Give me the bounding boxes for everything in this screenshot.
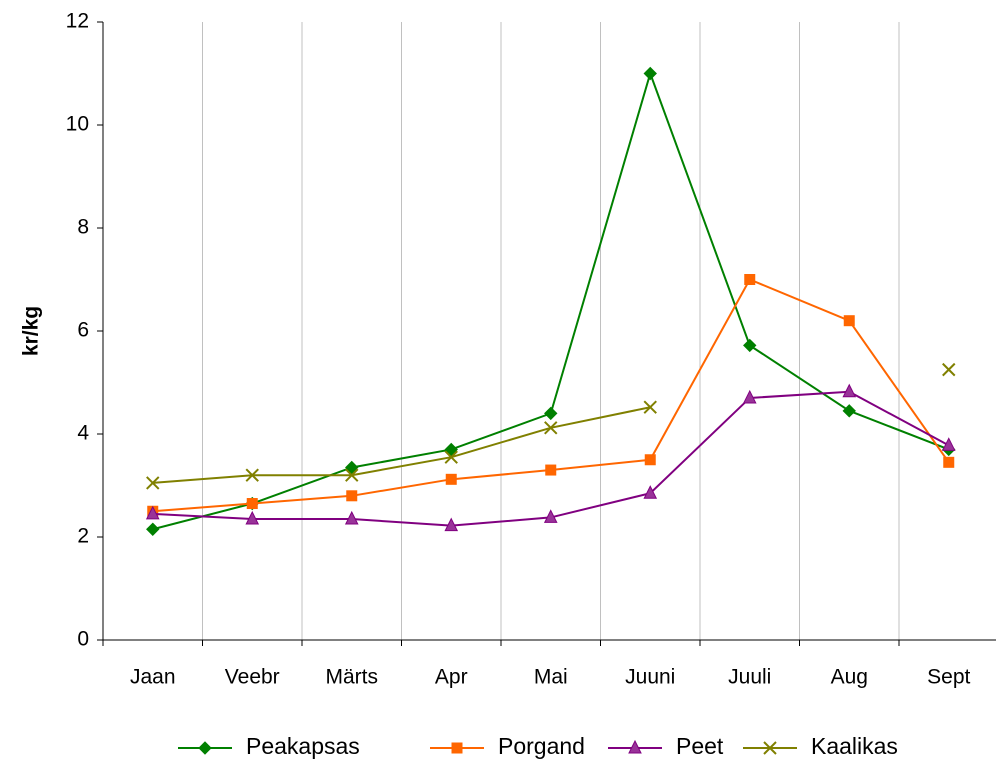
y-tick-label: 2: [77, 525, 89, 548]
marker: [544, 406, 558, 421]
marker: [346, 490, 358, 502]
marker: [444, 442, 458, 457]
marker: [643, 485, 658, 499]
marker: [146, 476, 160, 490]
marker: [544, 421, 558, 435]
marker: [145, 505, 160, 520]
marker: [445, 473, 457, 485]
marker: [842, 383, 857, 398]
marker: [245, 468, 259, 482]
marker: [345, 468, 359, 482]
legend-label: Peet: [676, 733, 724, 759]
x-tick-label: Jaan: [130, 666, 176, 689]
marker: [843, 315, 855, 327]
marker: [628, 739, 642, 754]
x-tick-label: Aug: [831, 666, 868, 689]
marker: [545, 464, 557, 476]
x-tick-label: Apr: [435, 666, 468, 689]
marker: [643, 66, 657, 81]
marker: [941, 437, 956, 451]
y-tick-label: 8: [77, 216, 89, 239]
marker: [345, 460, 359, 475]
x-tick-label: Juuni: [625, 666, 675, 689]
x-tick-label: Veebr: [225, 666, 280, 689]
marker: [842, 404, 856, 418]
marker: [644, 454, 656, 466]
marker: [444, 517, 459, 532]
marker: [444, 450, 458, 464]
y-tick-label: 10: [66, 113, 89, 136]
marker: [246, 498, 258, 510]
y-axis-label: kr/kg: [20, 306, 43, 356]
marker: [344, 510, 359, 525]
y-tick-label: 6: [77, 319, 89, 342]
y-tick-label: 12: [66, 10, 89, 33]
x-tick-label: Juuli: [728, 666, 771, 689]
y-tick-label: 0: [77, 628, 89, 651]
x-tick-label: Märts: [326, 666, 379, 689]
marker: [742, 389, 757, 404]
legend-label: Peakapsas: [246, 733, 360, 759]
marker: [146, 522, 160, 536]
series-line: [152, 278, 950, 513]
marker: [245, 510, 260, 525]
legend-label: Kaalikas: [811, 733, 898, 759]
marker: [744, 274, 756, 285]
legend-label: Porgand: [498, 733, 585, 759]
series-line: [152, 406, 651, 484]
marker: [943, 456, 955, 468]
marker: [543, 509, 558, 523]
marker: [743, 338, 757, 353]
marker: [198, 741, 212, 755]
series-line: [152, 70, 950, 531]
marker: [451, 742, 463, 754]
marker: [643, 400, 657, 414]
x-tick-label: Mai: [534, 666, 568, 689]
marker: [942, 362, 956, 377]
y-tick-label: 4: [77, 422, 89, 445]
x-tick-label: Sept: [927, 666, 970, 689]
marker: [763, 741, 777, 755]
